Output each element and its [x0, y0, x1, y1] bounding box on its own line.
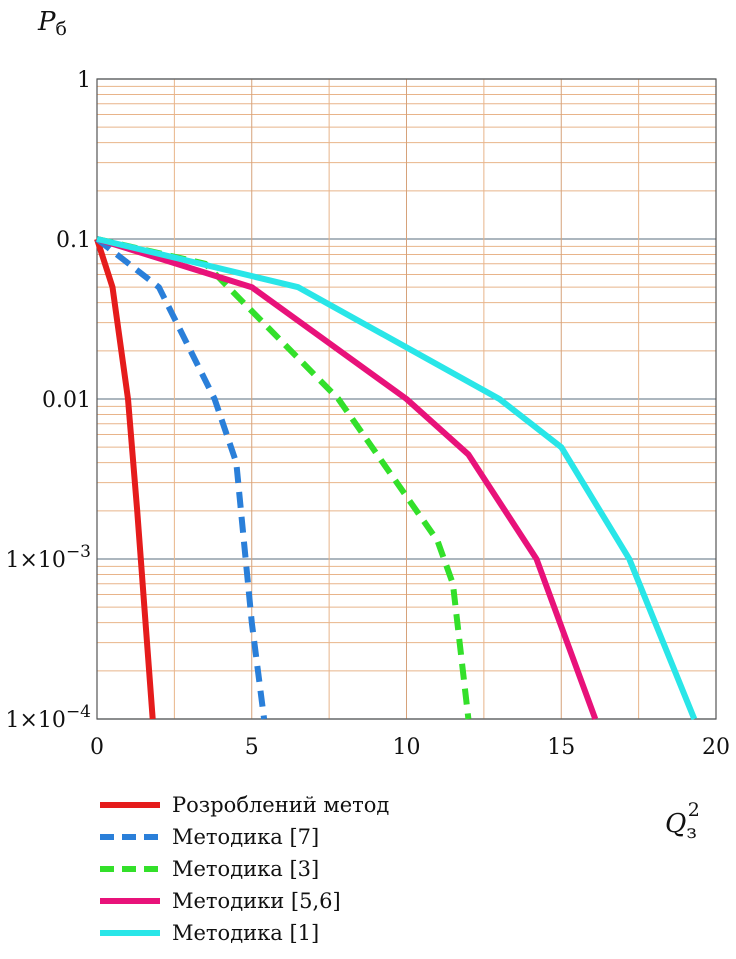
x-tick-label: 0	[90, 735, 104, 760]
legend-label-5: Методика [1]	[172, 921, 319, 945]
y-axis-title: Pб	[37, 7, 67, 40]
x-tick-label: 20	[702, 735, 730, 760]
y-tick-label: 1×10−3	[6, 542, 92, 573]
series-line-3	[96, 236, 472, 720]
series-line-4	[96, 236, 599, 721]
series-line-2	[95, 236, 268, 720]
legend-label-1: Розроблений метод	[172, 793, 389, 817]
y-tick-label: 0.01	[42, 388, 91, 413]
legend: Розроблений метод Методика [7] Методика [3…	[100, 793, 389, 945]
x-tick-label: 15	[547, 735, 575, 760]
legend-label-4: Методики [5,6]	[172, 889, 341, 913]
series-line-1	[94, 238, 156, 720]
legend-label-2: Методика [7]	[172, 825, 319, 849]
x-tick-label: 10	[393, 735, 421, 760]
series-line-5	[96, 236, 698, 721]
legend-label-3: Методика [3]	[172, 857, 319, 881]
series-layer	[94, 236, 698, 721]
x-axis-title: Qз2	[665, 799, 700, 843]
plot-frame	[96, 78, 717, 720]
x-tick-labels: 0 5 10 15 20	[90, 735, 730, 760]
y-tick-label: 1×10−4	[6, 702, 92, 733]
y-tick-label: 1	[77, 68, 91, 93]
y-tick-labels: 1 0.1 0.01 1×10−3 1×10−4	[6, 68, 92, 733]
y-tick-label: 0.1	[56, 228, 91, 253]
x-tick-label: 5	[245, 735, 259, 760]
